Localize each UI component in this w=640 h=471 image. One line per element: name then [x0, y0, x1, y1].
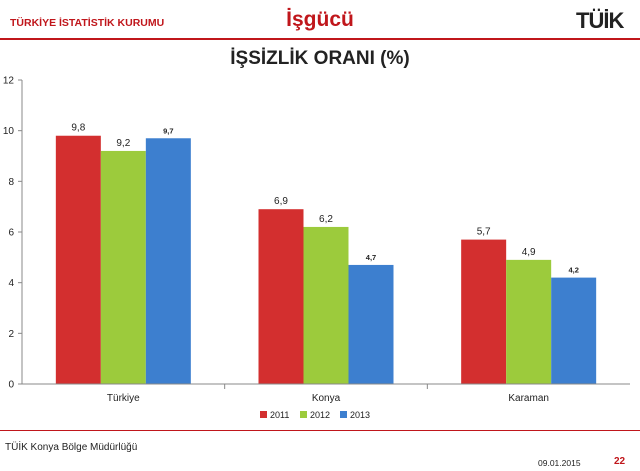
bar-türkiye-2011 — [55, 135, 101, 384]
y-tick-label: 2 — [8, 329, 14, 340]
legend: 2011 2012 2013 — [260, 410, 370, 420]
category-label: Karaman — [508, 393, 549, 404]
y-tick-label: 12 — [3, 76, 15, 87]
organization-name: TÜRKİYE İSTATİSTİK KURUMU — [10, 17, 165, 29]
bar-türkiye-2012 — [100, 150, 146, 384]
category-label: Konya — [312, 393, 341, 404]
footer-divider — [0, 430, 640, 431]
data-label: 4,9 — [522, 247, 536, 258]
header-divider — [0, 38, 640, 40]
bar-karaman-2011 — [461, 239, 507, 384]
y-tick-label: 10 — [3, 126, 15, 137]
x-axis: Türkiye Konya Karaman — [22, 383, 630, 404]
bar-türkiye-2013 — [145, 138, 191, 384]
data-label: 6,2 — [319, 214, 333, 225]
legend-label: 2012 — [310, 410, 330, 420]
data-label: 4,7 — [366, 253, 376, 262]
legend-label: 2011 — [270, 410, 289, 420]
legend-label: 2013 — [350, 410, 370, 420]
data-label: 6,9 — [274, 196, 288, 207]
section-title: İşgücü — [286, 8, 354, 31]
bar-konya-2013 — [348, 264, 394, 384]
svg-text:TÜİK: TÜİK — [576, 8, 624, 33]
page-number: 22 — [614, 456, 626, 467]
unemployment-bar-chart: 0 2 4 6 8 10 12 9,8 9,2 9,7 6,9 6,2 4,7 5,7 4,9 4,2 Tü… — [3, 76, 630, 420]
data-label: 9,7 — [163, 126, 173, 135]
bar-konya-2011 — [258, 209, 304, 384]
data-label: 5,7 — [477, 227, 491, 238]
data-label: 9,2 — [116, 138, 130, 149]
y-tick-label: 0 — [8, 380, 14, 391]
y-axis: 0 2 4 6 8 10 12 — [3, 76, 23, 391]
tuik-logo: TÜİK — [576, 8, 625, 33]
legend-swatch-2012 — [300, 411, 307, 418]
category-label: Türkiye — [107, 393, 140, 404]
footer-date: 09.01.2015 — [538, 458, 581, 468]
data-label: 4,2 — [568, 266, 578, 275]
bars: 9,8 9,2 9,7 6,9 6,2 4,7 5,7 4,9 4,2 — [55, 123, 597, 384]
y-tick-label: 8 — [8, 177, 14, 188]
bar-konya-2012 — [303, 226, 349, 384]
bar-karaman-2012 — [506, 259, 552, 384]
data-label: 9,8 — [71, 123, 85, 134]
chart-title: İŞSİZLİK ORANI (%) — [230, 48, 410, 69]
bar-karaman-2013 — [551, 277, 597, 384]
y-tick-label: 4 — [8, 278, 14, 289]
legend-swatch-2013 — [340, 411, 347, 418]
legend-swatch-2011 — [260, 411, 267, 418]
footer-office: TÜİK Konya Bölge Müdürlüğü — [5, 442, 138, 453]
y-tick-label: 6 — [8, 228, 14, 239]
